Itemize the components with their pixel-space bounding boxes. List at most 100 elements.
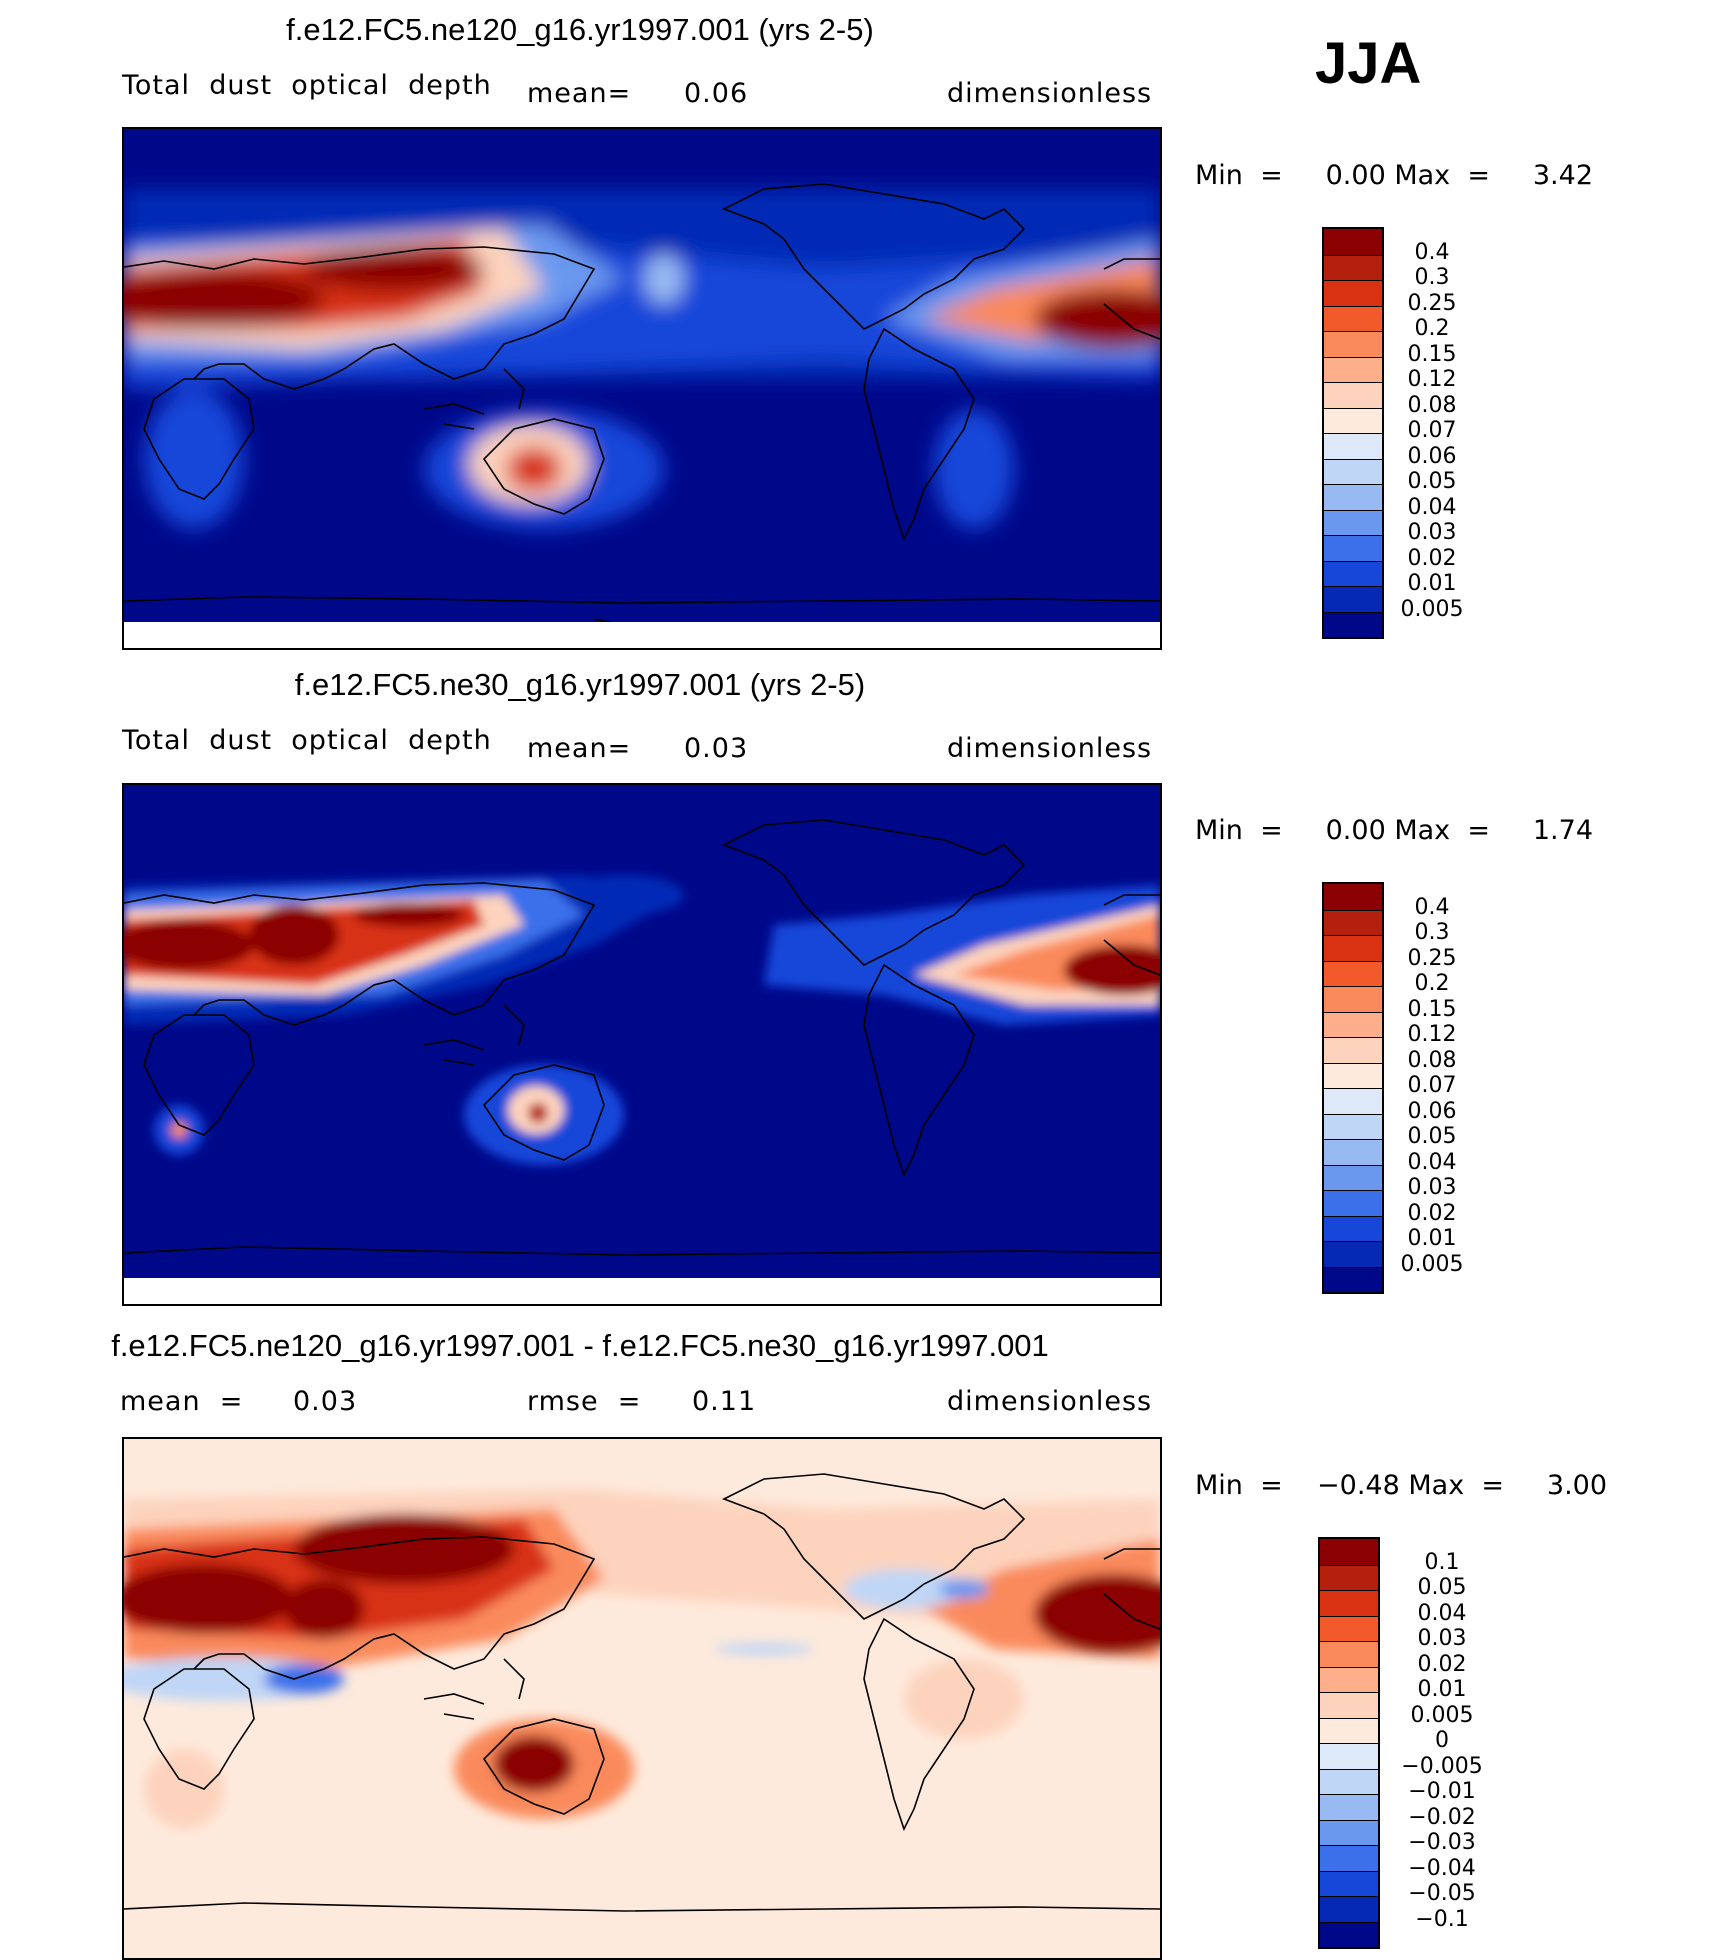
colorbar-swatch bbox=[1324, 229, 1382, 255]
panel2-max-label: Max = bbox=[1394, 815, 1490, 846]
colorbar-swatch bbox=[1320, 1590, 1378, 1616]
panel3-mean-label: mean = bbox=[120, 1386, 244, 1417]
colorbar-swatch bbox=[1324, 484, 1382, 510]
colorbar-label: 0.07 bbox=[1407, 1073, 1457, 1098]
colorbar-swatch bbox=[1324, 382, 1382, 408]
panel3-colorbar bbox=[1318, 1537, 1380, 1949]
colorbar-label: 0.005 bbox=[1400, 596, 1464, 622]
colorbar-swatch bbox=[1320, 1692, 1378, 1718]
colorbar-label: 0.005 bbox=[1410, 1702, 1474, 1728]
panel2-title: f.e12.FC5.ne30_g16.yr1997.001 (yrs 2-5) bbox=[294, 667, 866, 702]
colorbar-swatch bbox=[1320, 1666, 1378, 1692]
panel2-max-value: 1.74 bbox=[1532, 815, 1593, 846]
panel3-max-value: 3.00 bbox=[1546, 1470, 1608, 1501]
colorbar-label: −0.005 bbox=[1401, 1753, 1483, 1779]
coastlines bbox=[124, 1473, 1160, 1912]
panel3-mean-value: 0.03 bbox=[293, 1386, 358, 1417]
panel1-map bbox=[122, 127, 1162, 650]
colorbar-swatch bbox=[1324, 331, 1382, 357]
panel1-min-value: 0.00 bbox=[1325, 160, 1386, 191]
colorbar-swatch bbox=[1320, 1819, 1378, 1845]
colorbar-label: 0.2 bbox=[1414, 316, 1450, 341]
panel3-min-label: Min = bbox=[1195, 1470, 1283, 1501]
colorbar-swatch bbox=[1320, 1794, 1378, 1820]
panel2-colorbar bbox=[1322, 882, 1384, 1294]
colorbar-swatch bbox=[1324, 458, 1382, 484]
panel1-variable: Total dust optical depth bbox=[122, 70, 492, 101]
colorbar-label: −0.04 bbox=[1408, 1855, 1476, 1881]
colorbar-swatch bbox=[1324, 960, 1382, 986]
colorbar-swatch bbox=[1324, 407, 1382, 433]
colorbar-label: 0.1 bbox=[1424, 1549, 1460, 1575]
colorbar-label: 0.03 bbox=[1407, 1175, 1457, 1200]
colorbar-label: −0.05 bbox=[1408, 1881, 1476, 1906]
colorbar-label: 0.12 bbox=[1407, 367, 1457, 392]
colorbar-label: −0.1 bbox=[1415, 1906, 1469, 1932]
coastlines bbox=[124, 183, 1160, 635]
colorbar-label: 0.15 bbox=[1407, 996, 1457, 1022]
colorbar-label: 0.03 bbox=[1417, 1626, 1467, 1651]
panel3-units: dimensionless bbox=[947, 1386, 1153, 1417]
colorbar-swatch bbox=[1324, 1037, 1382, 1063]
colorbar-swatch bbox=[1324, 356, 1382, 382]
colorbar-swatch bbox=[1324, 509, 1382, 535]
colorbar-label: 0 bbox=[1435, 1728, 1449, 1753]
panel2-mean-label: mean= bbox=[527, 733, 632, 764]
dust-field bbox=[124, 875, 1160, 1165]
panel2-min-value: 0.00 bbox=[1325, 815, 1386, 846]
panel2-mean-value: 0.03 bbox=[684, 733, 749, 764]
panel2-minmax: Min = 0.00 Max = 1.74 bbox=[1195, 815, 1593, 846]
colorbar-label: 0.08 bbox=[1407, 1047, 1457, 1073]
colorbar-label: 0.07 bbox=[1407, 418, 1457, 443]
colorbar-label: 0.02 bbox=[1407, 1200, 1457, 1226]
colorbar-swatch bbox=[1320, 1564, 1378, 1590]
colorbar-swatch bbox=[1320, 1641, 1378, 1667]
panel1-max-value: 3.42 bbox=[1532, 160, 1593, 191]
colorbar-label: 0.2 bbox=[1414, 971, 1450, 996]
panel1-colorbar bbox=[1322, 227, 1384, 639]
difference-field bbox=[124, 1489, 1160, 1829]
panel1-mean-value: 0.06 bbox=[684, 78, 749, 109]
colorbar-swatch bbox=[1324, 1164, 1382, 1190]
colorbar-label: 0.02 bbox=[1417, 1651, 1467, 1677]
panel1-mean-label: mean= bbox=[527, 78, 632, 109]
panel3-title: f.e12.FC5.ne120_g16.yr1997.001 - f.e12.F… bbox=[111, 1328, 1049, 1363]
season-label: JJA bbox=[1315, 31, 1422, 96]
colorbar-label: 0.25 bbox=[1407, 945, 1457, 971]
colorbar-label: 0.4 bbox=[1414, 239, 1450, 265]
colorbar-swatch bbox=[1320, 1896, 1378, 1922]
colorbar-swatch bbox=[1324, 909, 1382, 935]
colorbar-swatch bbox=[1324, 611, 1382, 637]
panel3-min-value: −0.48 bbox=[1317, 1470, 1400, 1501]
panel2-units: dimensionless bbox=[947, 733, 1153, 764]
colorbar-label: 0.04 bbox=[1417, 1600, 1467, 1626]
panel1-minmax: Min = 0.00 Max = 3.42 bbox=[1195, 160, 1593, 191]
colorbar-swatch bbox=[1324, 1139, 1382, 1165]
colorbar-label: 0.005 bbox=[1400, 1251, 1464, 1277]
colorbar-swatch bbox=[1320, 1743, 1378, 1769]
colorbar-swatch bbox=[1324, 1062, 1382, 1088]
colorbar-swatch bbox=[1320, 1870, 1378, 1896]
colorbar-label: 0.4 bbox=[1414, 894, 1450, 920]
dust-field bbox=[124, 189, 1160, 529]
colorbar-label: 0.05 bbox=[1407, 1124, 1457, 1149]
colorbar-swatch bbox=[1324, 1113, 1382, 1139]
panel1-title: f.e12.FC5.ne120_g16.yr1997.001 (yrs 2-5) bbox=[286, 12, 874, 47]
colorbar-swatch bbox=[1320, 1845, 1378, 1871]
colorbar-label: 0.03 bbox=[1407, 520, 1457, 545]
colorbar-label: 0.04 bbox=[1407, 494, 1457, 520]
colorbar-label: 0.12 bbox=[1407, 1022, 1457, 1047]
panel1-units: dimensionless bbox=[947, 78, 1153, 109]
panel3-rmse-label: rmse = bbox=[527, 1386, 642, 1417]
colorbar-label: −0.03 bbox=[1408, 1830, 1476, 1855]
colorbar-label: 0.3 bbox=[1414, 265, 1450, 290]
panel3-max-label: Max = bbox=[1408, 1470, 1504, 1501]
colorbar-label: 0.02 bbox=[1407, 545, 1457, 571]
colorbar-swatch bbox=[1324, 935, 1382, 961]
colorbar-label: 0.25 bbox=[1407, 290, 1457, 316]
colorbar-swatch bbox=[1320, 1768, 1378, 1794]
colorbar-swatch bbox=[1320, 1717, 1378, 1743]
colorbar-swatch bbox=[1320, 1539, 1378, 1565]
colorbar-label: 0.3 bbox=[1414, 920, 1450, 945]
colorbar-label: 0.04 bbox=[1407, 1149, 1457, 1175]
